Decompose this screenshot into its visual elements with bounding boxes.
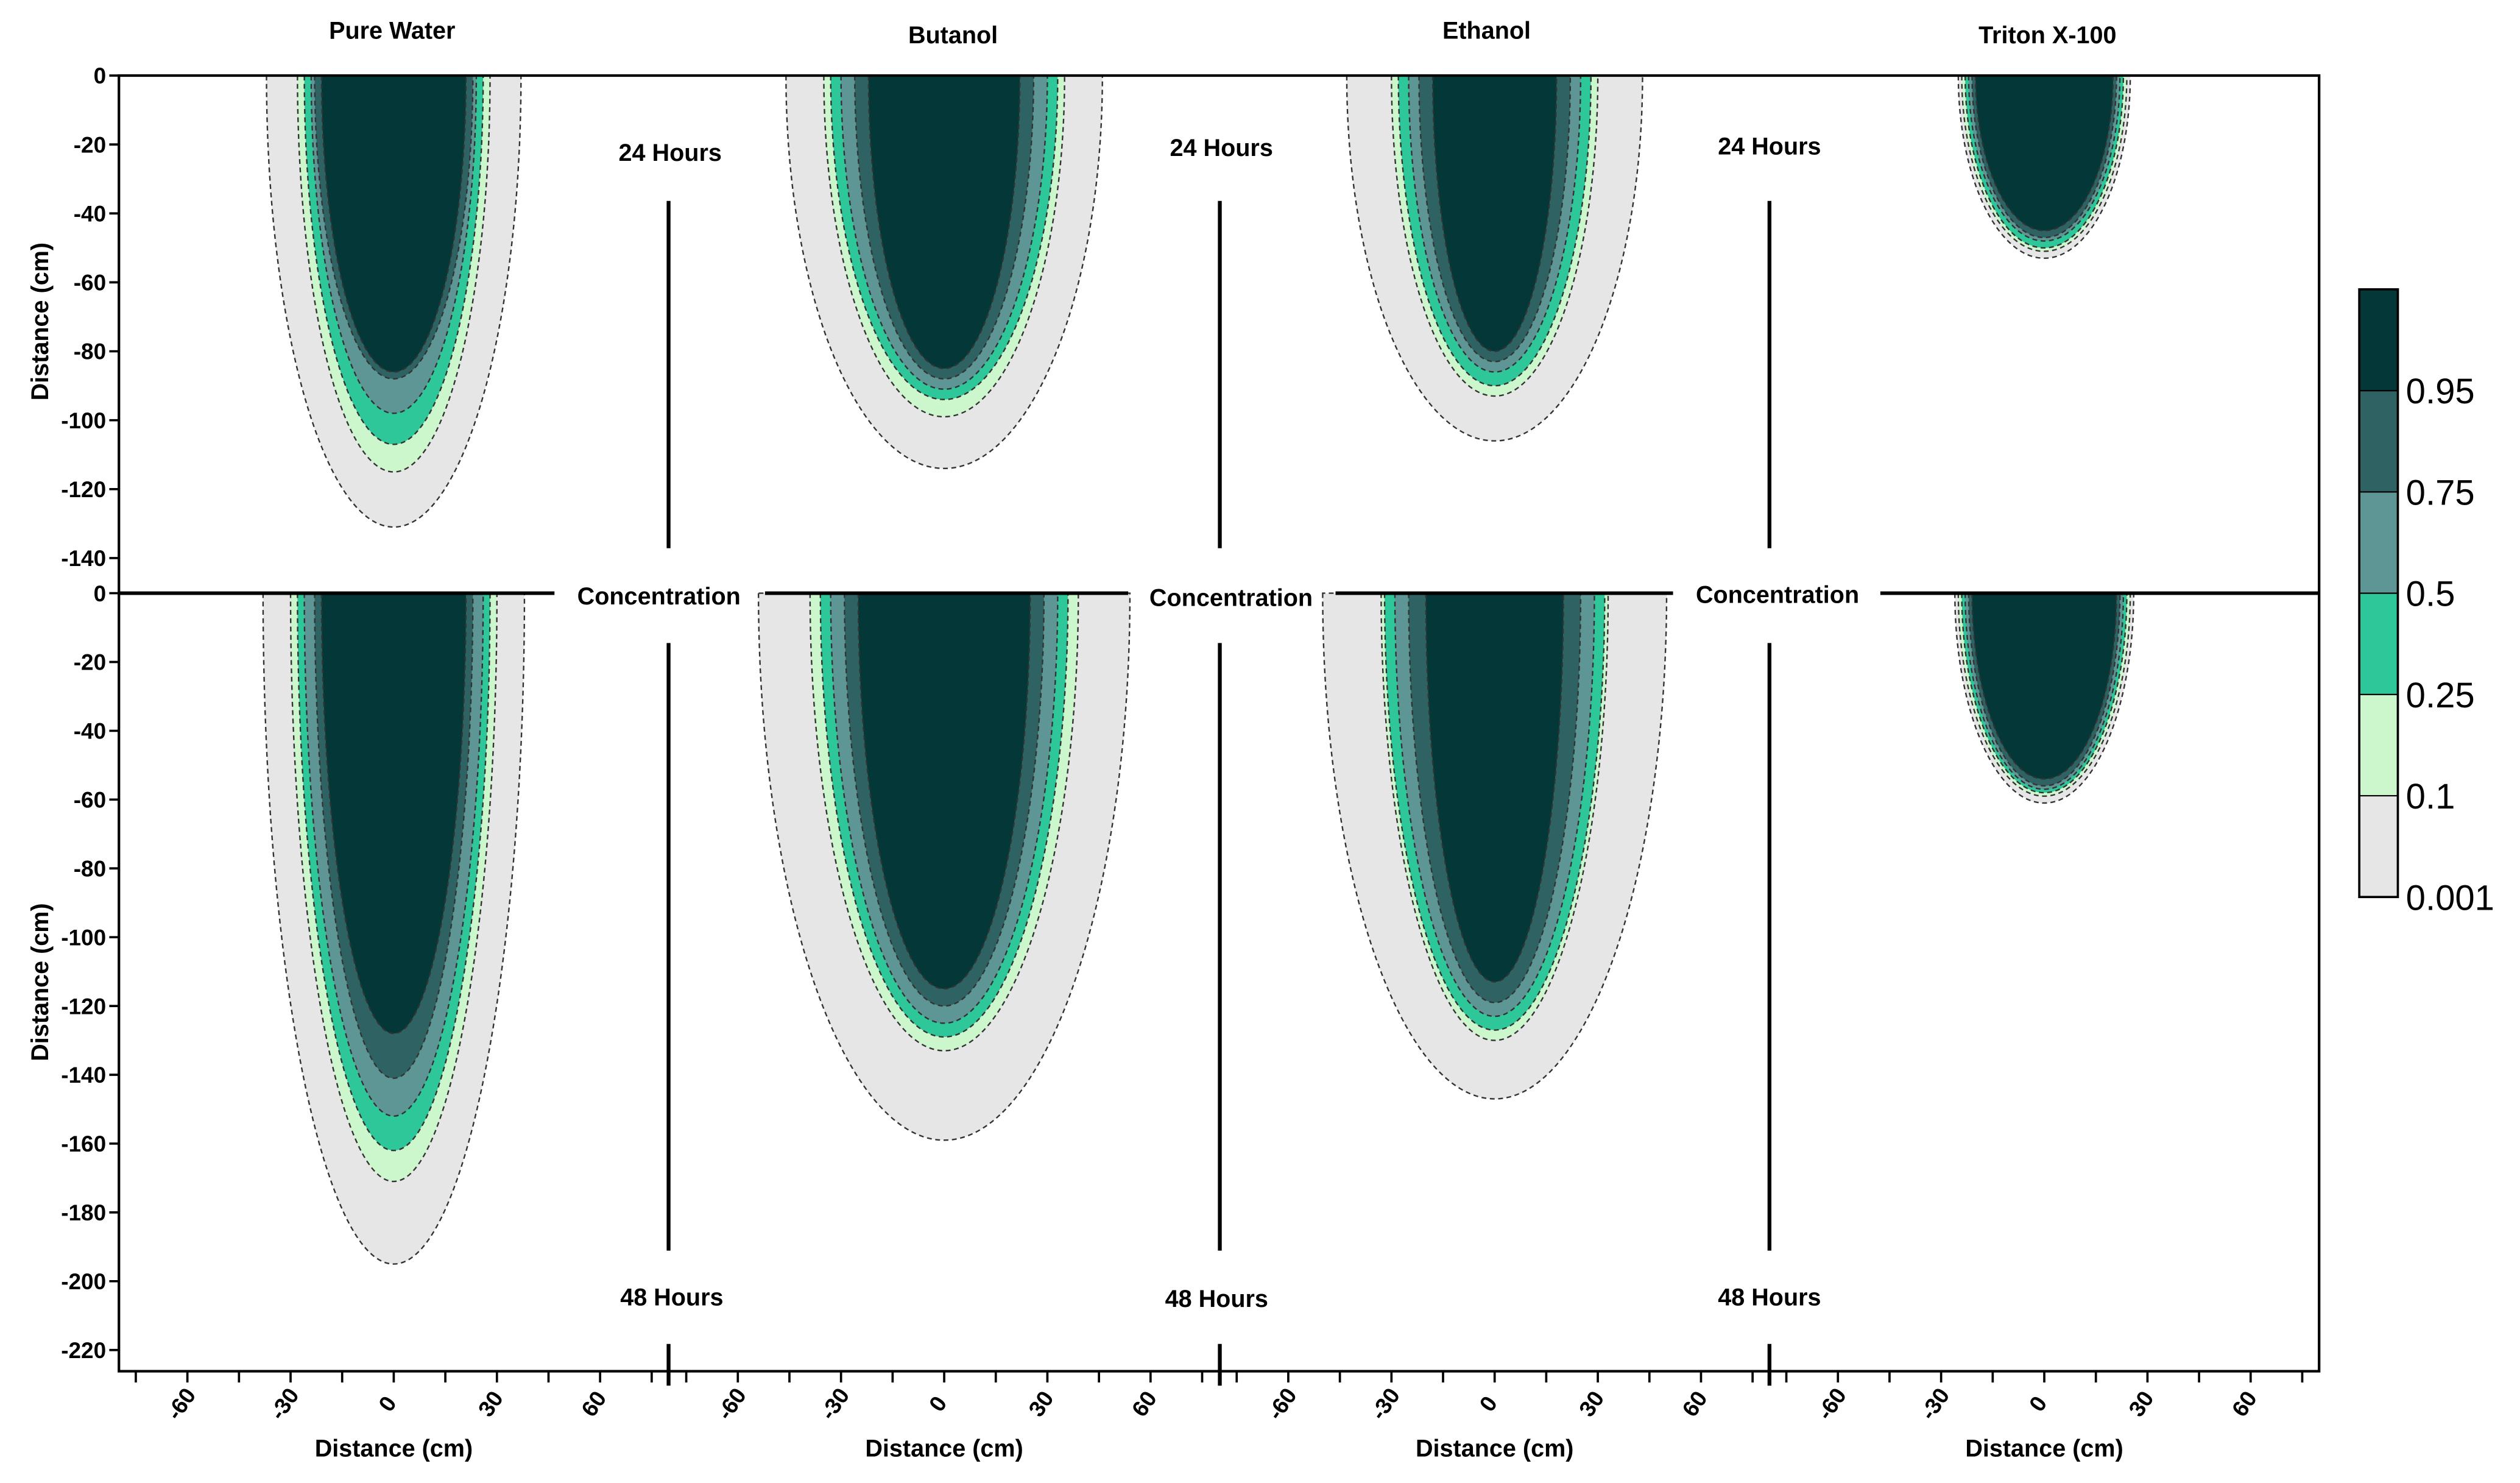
y-tick-label: 0 (94, 63, 107, 88)
y-tick-label: -180 (61, 1200, 106, 1225)
y-tick-label: -80 (74, 339, 106, 364)
y-tick-label: -40 (74, 201, 106, 226)
x-tick-label: -30 (1915, 1383, 1954, 1424)
x-tick-label: 30 (1574, 1386, 1609, 1421)
y-tick-label: -60 (74, 788, 106, 813)
hour-label-24-hours: 24 Hours (1718, 133, 1821, 160)
x-tick-label: 60 (1127, 1386, 1162, 1421)
colorbar-tick-label: 0.001 (2406, 878, 2494, 918)
column-title-triton-x-100: Triton X-100 (1978, 22, 2116, 49)
colorbar-swatch-0-75 (2359, 390, 2399, 493)
x-tick-label: -60 (161, 1383, 200, 1424)
y-axis-label: Distance (cm) (27, 242, 54, 400)
concentration-label: Concentration (1696, 581, 1859, 608)
x-tick-label: -30 (1366, 1383, 1405, 1424)
y-tick-label: -60 (74, 271, 106, 296)
x-tick-label: -30 (815, 1383, 854, 1424)
colorbar-tick-label: 0.95 (2406, 372, 2475, 411)
y-tick-label: -100 (61, 408, 106, 433)
concentration-label: Concentration (1149, 585, 1313, 612)
plume-48-hours-ethanol-level-0-95 (1425, 592, 1564, 983)
y-tick-label: -120 (61, 994, 106, 1019)
colorbar-swatch-0-5 (2359, 491, 2399, 594)
x-axis-label: Distance (cm) (1965, 1435, 2123, 1462)
plume-24-hours-triton-x-100-level-0-95 (1974, 74, 2114, 232)
x-tick-label: 60 (576, 1386, 611, 1421)
colorbar-swatch-0-1 (2359, 693, 2399, 797)
y-tick-label: -200 (61, 1269, 106, 1294)
x-tick-label: 30 (2124, 1386, 2159, 1421)
hour-label-48-hours: 48 Hours (620, 1284, 723, 1311)
y-tick-label: -20 (74, 132, 106, 157)
colorbar-swatch-0-001 (2359, 795, 2399, 898)
colorbar-swatch-0-25 (2359, 592, 2399, 695)
x-tick-label: -60 (712, 1383, 751, 1424)
x-axis-label: Distance (cm) (1416, 1435, 1573, 1462)
plume-layer (262, 74, 2135, 1265)
x-axis-label: Distance (cm) (865, 1435, 1023, 1462)
x-tick-label: 0 (924, 1392, 951, 1416)
colorbar-tick-label: 0.25 (2406, 676, 2475, 715)
column-title-pure-water: Pure Water (329, 17, 455, 44)
column-title-butanol: Butanol (908, 22, 998, 49)
colorbar-swatch-0-95 (2359, 288, 2399, 392)
plume-24-hours-butanol-level-0-95 (867, 74, 1021, 370)
plume-48-hours-butanol-level-0-95 (857, 592, 1031, 990)
hour-label-24-hours: 24 Hours (1170, 135, 1273, 161)
y-tick-label: -120 (61, 477, 106, 502)
colorbar-tick-label: 0.5 (2406, 575, 2455, 614)
y-tick-label: -40 (74, 719, 106, 744)
y-axis-label: Distance (cm) (27, 903, 54, 1061)
colorbar-tick-label: 0.75 (2406, 473, 2475, 512)
plume-24-hours-ethanol-level-0-95 (1431, 74, 1558, 352)
x-tick-label: 30 (1024, 1386, 1059, 1421)
y-tick-label: -220 (61, 1338, 106, 1363)
y-tick-label: -20 (74, 650, 106, 675)
x-tick-label: -30 (265, 1383, 304, 1424)
colorbar-frame (2358, 288, 2399, 899)
x-tick-label: 30 (473, 1386, 508, 1421)
hour-label-48-hours: 48 Hours (1718, 1284, 1821, 1311)
x-tick-label: 0 (373, 1392, 401, 1416)
plume-24-hours-pure-water-level-0-95 (320, 74, 467, 373)
colorbar-tick-label: 0.1 (2406, 777, 2455, 816)
y-tick-label: -140 (61, 546, 106, 571)
x-tick-label: 60 (1678, 1386, 1712, 1421)
concentration-label: Concentration (577, 583, 741, 610)
y-tick-label: -140 (61, 1063, 106, 1088)
x-tick-label: -60 (1263, 1383, 1302, 1424)
x-axis-label: Distance (cm) (315, 1435, 473, 1462)
plume-48-hours-pure-water-level-0-95 (320, 592, 467, 1035)
colorbar: 0.001 0.1 0.25 0.5 0.75 0.95 (2358, 288, 2494, 918)
axes-layer (109, 74, 2321, 1386)
x-tick-label: -60 (1812, 1383, 1851, 1424)
y-tick-label: 0 (94, 581, 107, 606)
x-tick-label: 0 (1475, 1392, 1502, 1416)
plume-48-hours-triton-x-100-level-0-95 (1971, 592, 2117, 780)
y-tick-label: -80 (74, 856, 106, 881)
column-title-ethanol: Ethanol (1442, 17, 1531, 44)
x-tick-label: 60 (2227, 1386, 2262, 1421)
y-tick-label: -100 (61, 925, 106, 950)
hour-label-48-hours: 48 Hours (1165, 1286, 1268, 1312)
hour-label-24-hours: 24 Hours (619, 140, 722, 166)
x-tick-label: 0 (2024, 1392, 2052, 1416)
y-tick-label: -160 (61, 1131, 106, 1156)
